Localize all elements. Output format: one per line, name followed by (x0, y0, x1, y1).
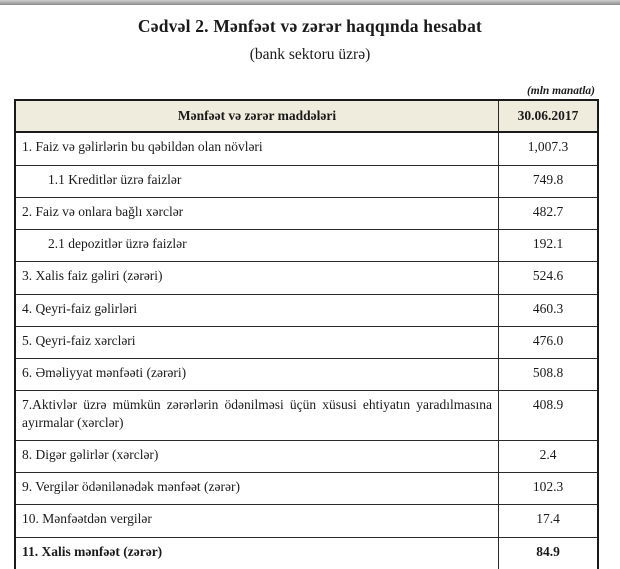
row-value-cell: 460.3 (498, 293, 599, 327)
row-value-cell: 749.8 (498, 164, 599, 198)
row-value-cell: 17.4 (498, 504, 599, 538)
table-row: 9. Vergilər ödənilənədək mənfəət (zərər)… (14, 472, 599, 506)
table-row: 3. Xalis faiz gəliri (zərəri) 524.6 (14, 261, 599, 295)
table-row: 2.1 depozitlər üzrə faizlər 192.1 (14, 229, 599, 263)
row-label-cell: 11. Xalis mənfəət (zərər) (14, 536, 499, 569)
row-label-cell: 8. Digər gəlirlər (xərclər) (14, 439, 499, 474)
row-value-cell: 476.0 (498, 325, 599, 360)
row-value-cell: 1,007.3 (498, 131, 599, 166)
unit-note: (mln manatla) (526, 85, 595, 97)
row-label-cell: 7.Aktivlər üzrə mümkün zərərlərin ödənil… (14, 390, 499, 441)
row-value-cell: 192.1 (498, 229, 599, 263)
row-label-cell: 2.1 depozitlər üzrə faizlər (14, 229, 499, 263)
row-value-cell: 482.7 (498, 196, 599, 231)
row-label-cell: 1. Faiz və gəlirlərin bu qəbildən olan n… (14, 131, 499, 166)
row-label-cell: 10. Mənfəətdən vergilər (14, 504, 499, 538)
table-row: 11. Xalis mənfəət (zərər) 84.9 (14, 536, 599, 569)
window-top-border (0, 0, 620, 5)
table-row: 8. Digər gəlirlər (xərclər) 2.4 (14, 439, 599, 474)
table-row: 7.Aktivlər üzrə mümkün zərərlərin ödənil… (14, 390, 599, 441)
table-header-row: Mənfəət və zərər maddələri 30.06.2017 (14, 99, 599, 134)
table-row: 1. Faiz və gəlirlərin bu qəbildən olan n… (14, 131, 599, 166)
row-value-cell: 84.9 (498, 536, 599, 569)
header-items-cell: Mənfəət və zərər maddələri (14, 99, 499, 134)
table-row: 10. Mənfəətdən vergilər 17.4 (14, 504, 599, 538)
row-label-cell: 3. Xalis faiz gəliri (zərəri) (14, 261, 499, 295)
row-label-cell: 5. Qeyri-faiz xərcləri (14, 325, 499, 360)
row-label-cell: 9. Vergilər ödənilənədək mənfəət (zərər) (14, 472, 499, 506)
row-value-cell: 2.4 (498, 439, 599, 474)
row-value-cell: 408.9 (498, 390, 599, 441)
row-value-cell: 508.8 (498, 358, 599, 392)
profit-loss-table: Mənfəət və zərər maddələri 30.06.2017 1.… (14, 99, 599, 569)
table-row: 4. Qeyri-faiz gəlirləri 460.3 (14, 293, 599, 327)
page-subtitle: (bank sektoru üzrə) (249, 46, 371, 63)
header-date-cell: 30.06.2017 (498, 99, 599, 134)
table-row: 6. Əməliyyat mənfəəti (zərəri) 508.8 (14, 358, 599, 392)
row-label-cell: 4. Qeyri-faiz gəlirləri (14, 293, 499, 327)
page-title: Cədvəl 2. Mənfəət və zərər haqqında hesa… (137, 16, 483, 36)
row-label-cell: 2. Faiz və onlara bağlı xərclər (14, 196, 499, 231)
row-label-cell: 1.1 Kreditlər üzrə faizlər (14, 164, 499, 198)
row-value-cell: 102.3 (498, 472, 599, 506)
row-value-cell: 524.6 (498, 261, 599, 295)
table-row: 5. Qeyri-faiz xərcləri 476.0 (14, 325, 599, 360)
row-label-cell: 6. Əməliyyat mənfəəti (zərəri) (14, 358, 499, 392)
table-row: 1.1 Kreditlər üzrə faizlər 749.8 (14, 164, 599, 198)
table-row: 2. Faiz və onlara bağlı xərclər 482.7 (14, 196, 599, 231)
